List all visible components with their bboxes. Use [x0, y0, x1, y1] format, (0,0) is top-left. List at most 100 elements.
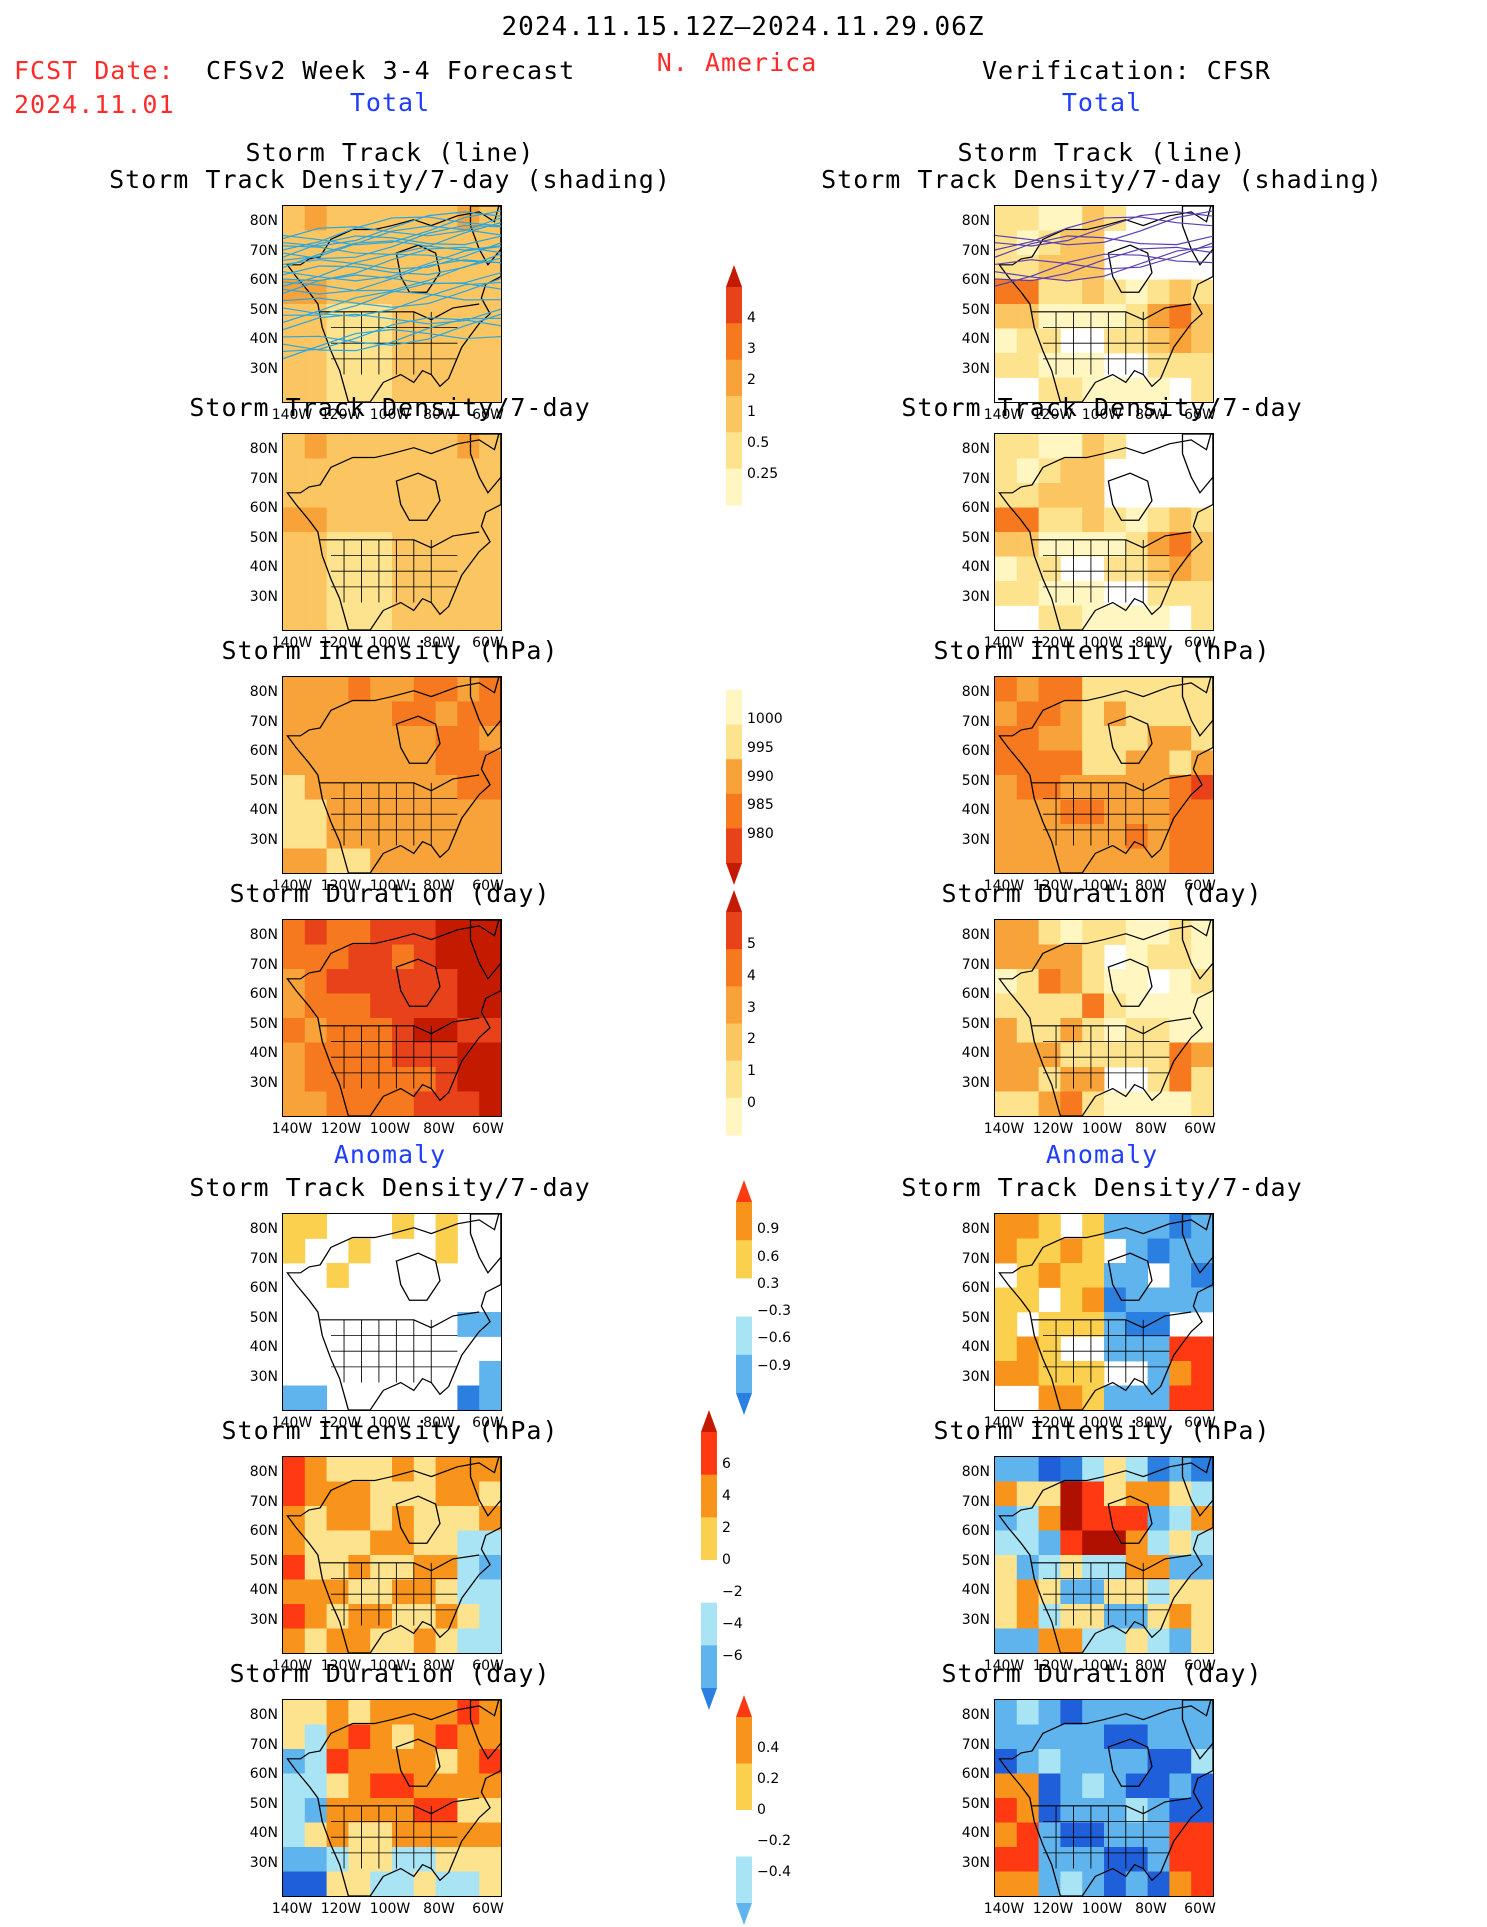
field-cell	[1082, 1042, 1105, 1068]
storm-track-line	[283, 225, 501, 261]
lat-tick-label: 70N	[961, 1736, 990, 1753]
colorbar-cb-anom-density	[736, 1180, 752, 1415]
field-cell	[348, 581, 371, 606]
field-cell	[1038, 1481, 1061, 1507]
field-cell	[1147, 1506, 1170, 1531]
field-cell	[348, 1506, 371, 1531]
map-field-fc-duration-anom	[283, 1700, 501, 1896]
field-cell	[1125, 328, 1149, 354]
field-cell	[283, 605, 306, 630]
field-cell	[995, 1847, 1018, 1872]
field-cell	[1191, 605, 1213, 630]
field-cell	[1016, 1457, 1040, 1482]
field-cell	[348, 920, 371, 945]
field-cell	[435, 1773, 458, 1799]
field-cell	[1060, 920, 1083, 945]
storm-track-line	[283, 210, 501, 246]
field-cell	[326, 750, 349, 776]
field-cell	[995, 255, 1018, 280]
colorbar-label: 0.25	[747, 465, 779, 482]
field-cell	[479, 969, 501, 994]
field-cell	[435, 1457, 458, 1482]
lat-tick-label: 60N	[249, 1280, 278, 1296]
field-cell	[435, 1530, 458, 1556]
field-cell	[1060, 532, 1083, 557]
field-cell	[1125, 1724, 1149, 1750]
field-cell	[1104, 1457, 1127, 1482]
field-cell	[1104, 1871, 1127, 1896]
field-cell	[1191, 1263, 1213, 1288]
colorbar-cb-anom-intensity	[701, 1410, 717, 1710]
field-cell	[1104, 1700, 1127, 1725]
field-cell	[435, 677, 458, 702]
field-cell	[1038, 920, 1061, 945]
field-cell	[435, 1579, 458, 1605]
field-cell	[457, 1091, 480, 1116]
field-cell	[995, 1628, 1018, 1653]
lon-tick-label: 60W	[1184, 1658, 1216, 1674]
field-cell	[413, 353, 437, 378]
field-cell	[304, 556, 328, 582]
field-cell	[1147, 1724, 1170, 1750]
field-cell	[1147, 775, 1170, 800]
field-cell	[1016, 483, 1040, 508]
field-cell	[457, 1604, 480, 1629]
field-cell	[1082, 1749, 1105, 1774]
field-cell	[435, 701, 458, 727]
field-cell	[1082, 1457, 1105, 1482]
hudson-bay-outline	[395, 244, 441, 293]
field-cell	[1082, 944, 1105, 970]
field-cell	[370, 532, 393, 557]
colorbar-segment	[736, 1202, 752, 1241]
field-cell	[283, 1847, 306, 1872]
greenland-outline	[1181, 1700, 1213, 1760]
field-cell	[304, 701, 328, 727]
field-cell	[283, 726, 306, 751]
field-cell	[1082, 434, 1105, 459]
field-cell	[457, 605, 480, 630]
field-cell	[479, 1312, 501, 1337]
field-cell	[326, 206, 349, 231]
storm-track-line	[283, 317, 501, 352]
field-cell	[370, 507, 393, 533]
panel-title-vf-track: Storm Track (line) Storm Track Density/7-…	[821, 139, 1383, 193]
field-cell	[370, 920, 393, 945]
field-cell	[1125, 1263, 1149, 1288]
field-cell	[1147, 1555, 1170, 1580]
field-cell	[1169, 1287, 1192, 1313]
field-cell	[457, 1457, 480, 1482]
lat-tick-label: 60N	[961, 500, 990, 516]
map-vf-density-anom	[994, 1213, 1214, 1411]
field-cell	[392, 969, 415, 994]
colorbar-label: 2	[722, 1520, 731, 1536]
lon-tick-label: 80W	[1135, 878, 1167, 894]
field-cell	[1082, 377, 1105, 402]
lat-tick-label: 40N	[249, 1825, 278, 1841]
field-cell	[326, 1481, 349, 1507]
field-cell	[1104, 1822, 1127, 1848]
colorbar-segment	[726, 323, 742, 361]
lon-tick-label: 60W	[1184, 635, 1216, 651]
lat-tick-label: 60N	[249, 1766, 278, 1782]
field-cell	[995, 1798, 1018, 1823]
field-cell	[392, 944, 415, 970]
field-cell	[1082, 1263, 1105, 1288]
storm-track-line	[995, 245, 1213, 282]
lat-tick-label: 80N	[961, 684, 990, 700]
field-cell	[1147, 1287, 1170, 1313]
state-boundaries	[1042, 782, 1170, 846]
field-cell	[348, 1724, 371, 1750]
field-cell	[283, 1018, 306, 1043]
field-cell	[1125, 1091, 1149, 1116]
field-cell	[304, 1506, 328, 1531]
field-cell	[457, 726, 480, 751]
field-cell	[1038, 1530, 1061, 1556]
field-cell	[1060, 944, 1083, 970]
field-cell	[1016, 1579, 1040, 1605]
field-cell	[348, 848, 371, 873]
storm-track-line	[995, 211, 1213, 247]
field-cell	[479, 1361, 501, 1386]
map-field-fc-track	[283, 206, 501, 402]
field-cell	[413, 377, 437, 402]
panel-title-line: Storm Track (line)	[957, 138, 1247, 167]
